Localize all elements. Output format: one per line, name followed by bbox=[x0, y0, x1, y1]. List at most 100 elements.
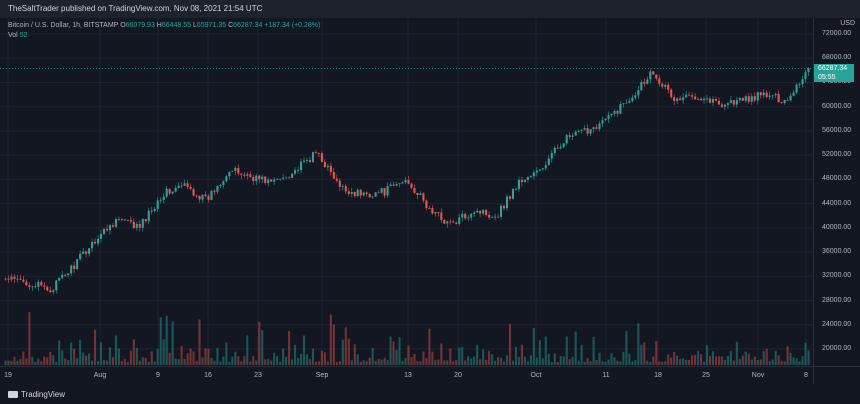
candle-body bbox=[628, 101, 631, 103]
candle-body bbox=[49, 290, 52, 293]
volume-bar bbox=[174, 358, 177, 365]
candle-body bbox=[652, 71, 655, 75]
volume-bar bbox=[276, 356, 279, 365]
volume-bar bbox=[246, 335, 249, 365]
candle-body bbox=[673, 97, 676, 101]
candle-body bbox=[667, 84, 670, 90]
candle-body bbox=[753, 96, 756, 101]
candle-body bbox=[389, 184, 392, 187]
volume-bar bbox=[717, 356, 720, 365]
candle-body bbox=[150, 210, 153, 212]
candle-body bbox=[356, 189, 359, 197]
legend-high: 66448.55 bbox=[161, 22, 192, 29]
candle-body bbox=[735, 100, 738, 105]
candle-body bbox=[416, 192, 419, 195]
candle-body bbox=[664, 84, 667, 87]
volume-bar bbox=[261, 330, 264, 365]
candle-body bbox=[144, 219, 147, 222]
volume-bar bbox=[7, 360, 10, 365]
chart-pane[interactable] bbox=[0, 18, 813, 366]
volume-bar bbox=[302, 335, 306, 365]
volume-bar bbox=[470, 358, 473, 365]
candle-body bbox=[535, 170, 538, 173]
candle-body bbox=[332, 172, 335, 179]
candle-body bbox=[502, 205, 506, 209]
volume-bar bbox=[207, 348, 210, 365]
candle-body bbox=[288, 177, 291, 179]
price-tick-label: 44000.00 bbox=[822, 199, 852, 207]
candle-body bbox=[320, 153, 323, 163]
candle-body bbox=[762, 92, 765, 96]
candle-body bbox=[643, 82, 646, 84]
candle-body bbox=[120, 219, 123, 220]
candle-body bbox=[440, 212, 443, 220]
tradingview-logo[interactable]: TradingView bbox=[8, 390, 65, 399]
candle-body bbox=[562, 143, 565, 148]
volume-bar bbox=[631, 361, 634, 365]
candle-body bbox=[625, 102, 628, 104]
candle-body bbox=[261, 176, 264, 180]
candle-body bbox=[377, 192, 380, 194]
candle-body bbox=[168, 188, 171, 194]
volume-bar bbox=[374, 361, 377, 365]
candle-body bbox=[750, 96, 753, 102]
volume-bar bbox=[714, 356, 718, 365]
candle-body bbox=[392, 184, 395, 186]
volume-bar bbox=[529, 355, 532, 365]
time-tick-label: Oct bbox=[530, 372, 542, 379]
candle-body bbox=[759, 92, 762, 96]
candle-body bbox=[368, 193, 371, 198]
candle-body bbox=[162, 196, 165, 200]
volume-bar bbox=[625, 330, 628, 365]
volume-bar bbox=[120, 360, 123, 365]
volume-bar bbox=[362, 360, 365, 365]
volume-bar bbox=[365, 361, 368, 365]
last-price-badge: 66287.34 05:55 bbox=[814, 63, 854, 82]
volume-bar bbox=[446, 360, 449, 365]
volume-bar bbox=[556, 361, 559, 365]
volume-bar bbox=[210, 357, 213, 365]
volume-bar bbox=[798, 361, 801, 365]
volume-bar bbox=[697, 351, 700, 365]
volume-bar bbox=[28, 312, 31, 365]
volume-bar bbox=[744, 351, 747, 365]
candle-body bbox=[296, 169, 300, 171]
candle-body bbox=[571, 135, 574, 137]
candle-body bbox=[374, 192, 377, 197]
volume-bar bbox=[73, 348, 76, 365]
volume-bar bbox=[126, 361, 129, 365]
candle-body bbox=[488, 215, 491, 218]
candle-body bbox=[711, 99, 715, 103]
candle-body bbox=[258, 175, 261, 180]
volume-bar bbox=[58, 340, 61, 365]
candle-body bbox=[88, 248, 91, 254]
time-tick-label: Nov bbox=[751, 372, 765, 379]
volume-bar bbox=[147, 361, 150, 365]
volume-bar bbox=[64, 358, 67, 365]
candle-body bbox=[165, 188, 168, 197]
candle-body bbox=[658, 78, 661, 84]
volume-bar bbox=[655, 341, 658, 365]
candle-body bbox=[428, 208, 431, 209]
candle-body bbox=[676, 98, 679, 101]
time-axis[interactable]: 19 Aug 9 16 23 Sep 13 20 Oct 11 18 25 Nov 8 bbox=[0, 366, 813, 385]
candle-body bbox=[102, 228, 106, 234]
candle-body bbox=[482, 209, 485, 214]
candle-body bbox=[699, 98, 703, 101]
candle-body bbox=[7, 278, 10, 280]
volume-bar bbox=[795, 358, 798, 365]
volume-bar bbox=[738, 359, 741, 365]
candle-body bbox=[64, 274, 67, 276]
candle-body bbox=[586, 128, 589, 134]
volume-bar bbox=[216, 347, 219, 365]
volume-bar bbox=[452, 361, 455, 365]
price-tick-label: 56000.00 bbox=[822, 126, 852, 134]
volume-bar bbox=[383, 357, 386, 365]
volume-bar bbox=[177, 359, 180, 365]
price-tick-label: 48000.00 bbox=[822, 175, 852, 183]
volume-bar bbox=[649, 361, 652, 365]
candle-body bbox=[592, 127, 595, 130]
volume-bar bbox=[61, 350, 64, 365]
volume-bar bbox=[350, 360, 353, 365]
